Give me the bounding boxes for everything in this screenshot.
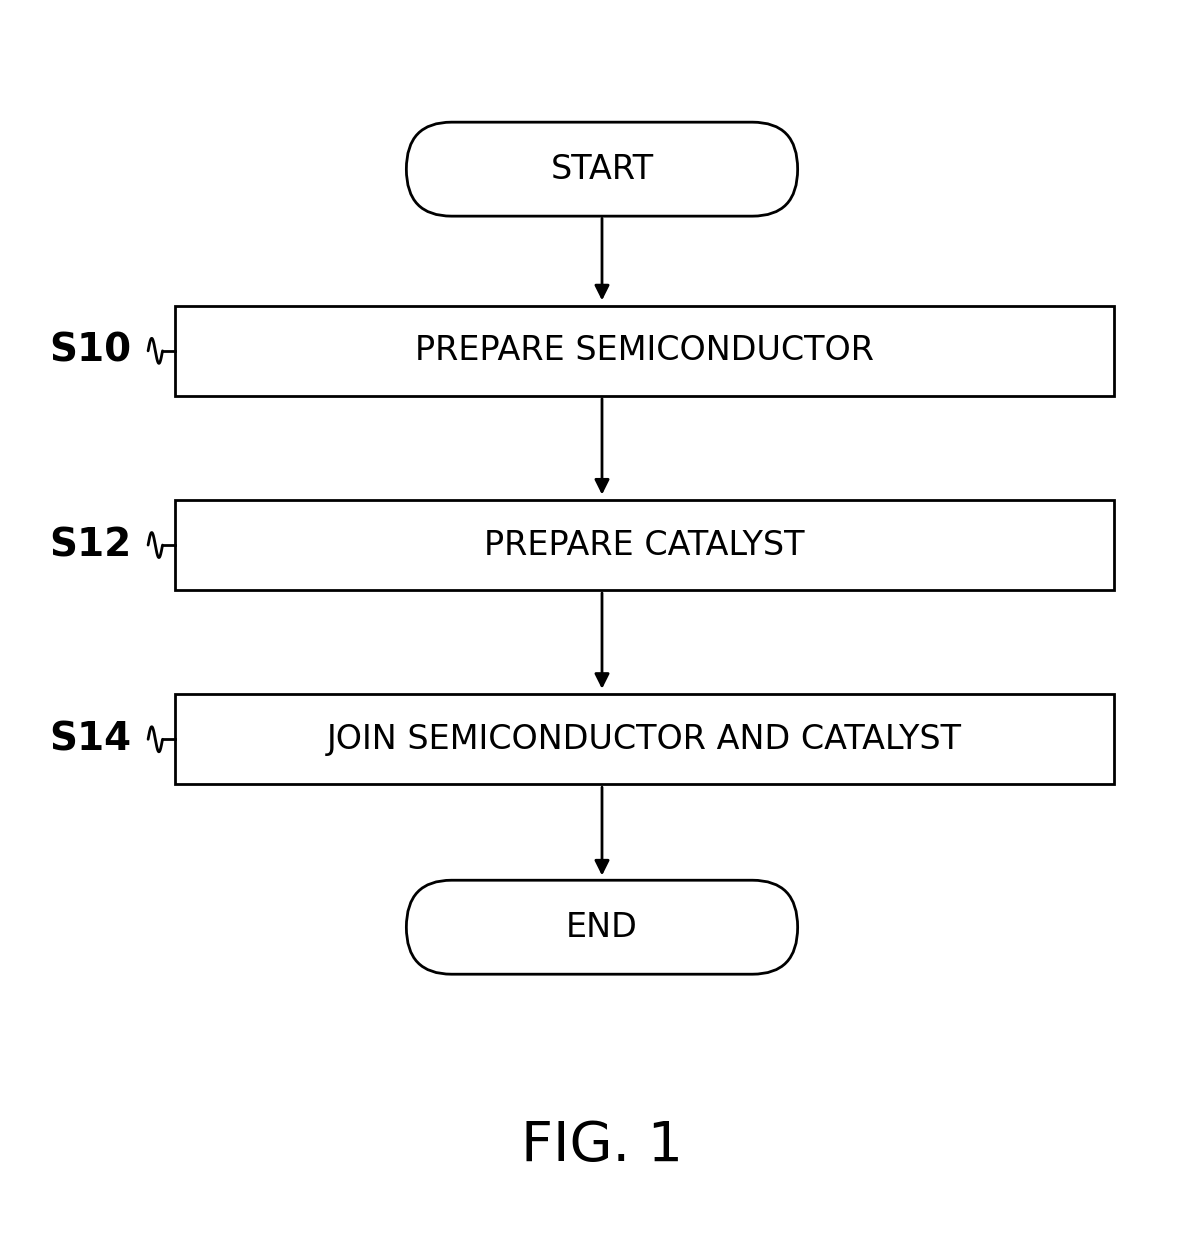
Text: PREPARE SEMICONDUCTOR: PREPARE SEMICONDUCTOR xyxy=(414,335,874,367)
Text: S12: S12 xyxy=(49,526,131,564)
FancyBboxPatch shape xyxy=(175,306,1114,396)
Text: PREPARE CATALYST: PREPARE CATALYST xyxy=(484,529,804,561)
Text: START: START xyxy=(550,153,654,185)
Text: JOIN SEMICONDUCTOR AND CATALYST: JOIN SEMICONDUCTOR AND CATALYST xyxy=(326,723,962,756)
FancyBboxPatch shape xyxy=(406,880,797,975)
Text: FIG. 1: FIG. 1 xyxy=(521,1119,683,1174)
Text: S10: S10 xyxy=(49,332,131,370)
Text: END: END xyxy=(566,911,638,944)
FancyBboxPatch shape xyxy=(175,500,1114,590)
Text: S14: S14 xyxy=(49,720,131,758)
FancyBboxPatch shape xyxy=(175,694,1114,784)
FancyBboxPatch shape xyxy=(406,122,797,216)
